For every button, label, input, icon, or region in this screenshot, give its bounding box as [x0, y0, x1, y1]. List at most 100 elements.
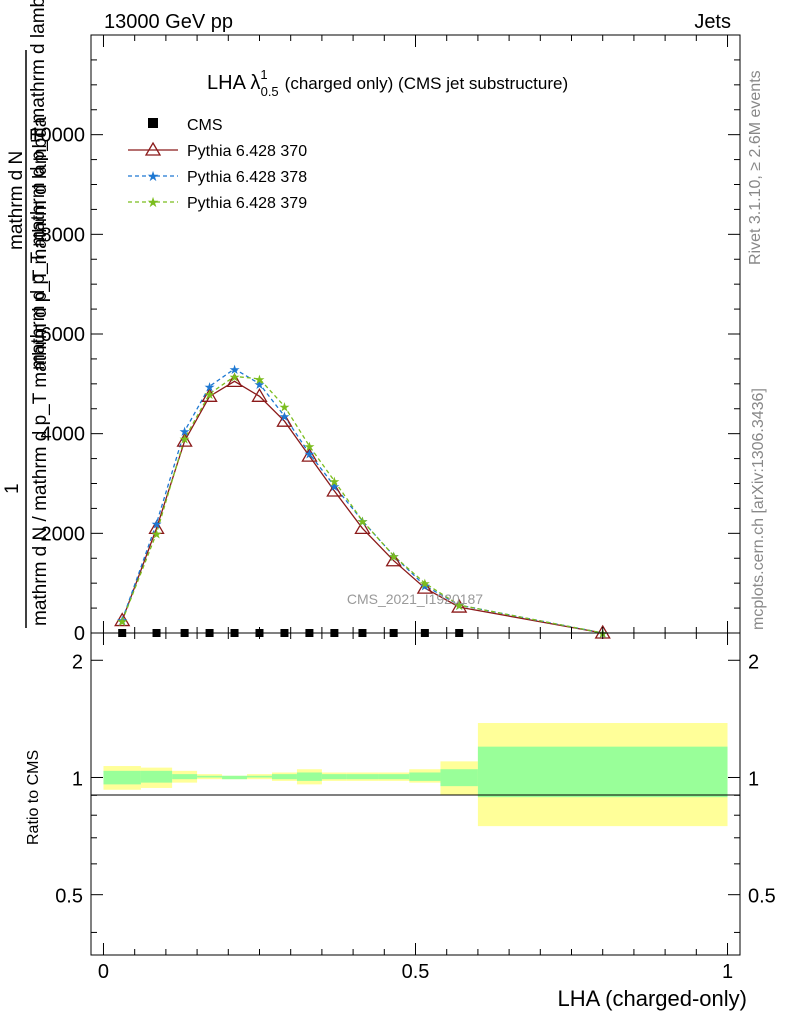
ratio-band-stat [409, 772, 441, 781]
ratio-tick-label-right: 1 [748, 768, 759, 790]
triangle-marker [276, 412, 293, 427]
star-marker: ★ [357, 514, 369, 529]
x-axis-label: LHA (charged-only) [557, 986, 747, 1011]
star-marker: ★ [254, 372, 266, 387]
legend-label-378: Pythia 6.428 378 [187, 169, 307, 186]
triangle-marker [354, 520, 371, 534]
ratio-band-stat [172, 774, 198, 780]
x-tick-label: 0 [98, 961, 109, 983]
y-tick-label: 2000 [41, 523, 86, 545]
ratio-band-stat [140, 770, 173, 783]
legend-label-370: Pythia 6.428 370 [187, 143, 307, 160]
y-axis-label-denominator: mathrm d N / mathrm d p_T mathrm d p_T m… [30, 116, 51, 626]
triangle-marker [226, 373, 243, 387]
x-tick-label: 0.5 [402, 961, 430, 983]
y-axis-label-top-line-2: mathrm d p_T mathrm d p_T mathrm d lambd… [28, 0, 49, 370]
analysis-watermark: CMS_2021_I1920187 [347, 591, 483, 607]
triangle-marker [148, 520, 165, 534]
star-marker: ★ [357, 514, 369, 529]
ratio-band-stat [222, 775, 248, 780]
ratio-band-stat [378, 774, 410, 780]
mcplots-label: mcplots.cern.ch [arXiv:1306.3436] [750, 388, 767, 630]
star-marker: ★ [254, 377, 266, 392]
star-marker: ★ [179, 424, 191, 439]
star-marker: ★ [304, 439, 316, 454]
star-marker: ★ [229, 369, 241, 384]
legend-triangle-marker [144, 141, 162, 156]
ratio-band-stat [440, 769, 478, 787]
star-marker: ★ [151, 526, 163, 541]
ratio-tick-label-left: 0.5 [55, 886, 83, 908]
header-process-label: Jets [694, 11, 731, 33]
star-marker: ★ [229, 362, 241, 377]
legend-item-pythia-378: ★ Pythia 6.428 378 [128, 168, 307, 186]
star-marker: ★ [204, 379, 216, 394]
ratio-panel: 0.5 0.5 1 1 2 2 0 0.5 1 Ratio to CMS [25, 632, 776, 983]
ratio-frame [90, 632, 741, 956]
star-marker: ★ [419, 576, 431, 591]
triangle-marker [201, 388, 218, 402]
y-axis-label-top-line-1: mathrm d N [6, 151, 27, 250]
star-marker: ★ [179, 432, 191, 447]
legend-item-pythia-370: Pythia 6.428 370 [128, 141, 307, 160]
y-axis-label-numerator: 1 [2, 483, 23, 494]
legend-item-cms: CMS [148, 117, 223, 134]
y-tick-label: 8000 [41, 224, 86, 246]
triangle-marker [301, 447, 318, 462]
x-tick-label: 1 [722, 961, 733, 983]
chart-title: LHA λ1 0.5 (charged only) (CMS jet substru… [207, 67, 568, 99]
star-marker: ★ [204, 387, 216, 402]
star-marker: ★ [453, 598, 465, 613]
star-marker: ★ [419, 579, 431, 594]
star-marker: ★ [388, 549, 400, 564]
ratio-y-axis-label: Ratio to CMS [25, 750, 42, 845]
triangle-marker [385, 552, 402, 567]
y-tick-label: 4000 [41, 424, 86, 446]
rivet-version-label: Rivet 3.1.10, ≥ 2.6M events [747, 70, 764, 265]
y-axis-label: mathrm d N mathrm d p_T mathrm d p_T mat… [2, 0, 51, 628]
legend-label-379: Pythia 6.428 379 [187, 195, 307, 212]
star-marker: ★ [304, 447, 316, 462]
ratio-tick-label-right: 2 [748, 651, 759, 673]
legend-label-cms: CMS [187, 117, 223, 134]
star-marker: ★ [388, 549, 400, 564]
main-panel: ★★★★★★★★★★★★★★★★★★★ ★★★★★★★★★ 02000400060… [2, 0, 741, 645]
star-marker: ★ [453, 598, 465, 613]
ratio-band-stat [247, 775, 272, 778]
star-marker: ★ [279, 399, 291, 414]
y-tick-label: 10000 [29, 125, 85, 147]
triangle-marker [251, 388, 268, 402]
header-energy-label: 13000 GeV pp [104, 11, 233, 33]
ratio-band-stat [321, 774, 347, 780]
triangle-marker [416, 579, 433, 594]
legend-item-pythia-379: ★ Pythia 6.428 379 [128, 194, 307, 212]
star-marker: ★ [329, 479, 341, 494]
y-tick-label: 0 [74, 623, 85, 645]
ratio-band-stat [296, 772, 322, 781]
star-marker: ★ [116, 614, 128, 629]
y-tick-label: 6000 [41, 324, 86, 346]
ratio-tick-label-right: 0.5 [748, 886, 776, 908]
legend-star-marker-379: ★ [147, 194, 160, 210]
star-marker: ★ [279, 409, 291, 424]
star-marker: ★ [151, 516, 163, 531]
legend: CMS Pythia 6.428 370 ★ Pythia 6.428 378 … [128, 117, 307, 212]
legend-square-marker [148, 118, 158, 128]
series-line-3 [121, 375, 603, 634]
triangle-marker [326, 482, 343, 497]
series-line-1 [121, 380, 603, 634]
ratio-tick-label-left: 1 [72, 768, 83, 790]
ratio-band-stat [346, 774, 379, 780]
ratio-band-stat [271, 774, 297, 780]
triangle-marker [176, 432, 193, 447]
triangle-marker [114, 612, 131, 627]
ratio-band-stat [477, 746, 728, 798]
triangle-marker [451, 598, 468, 613]
ratio-tick-label-left: 2 [72, 651, 83, 673]
legend-star-marker-378: ★ [147, 168, 160, 184]
star-marker: ★ [116, 613, 128, 628]
ratio-band-stat [103, 770, 141, 785]
series-line-2 [121, 368, 603, 634]
ratio-band-stat [197, 775, 223, 778]
